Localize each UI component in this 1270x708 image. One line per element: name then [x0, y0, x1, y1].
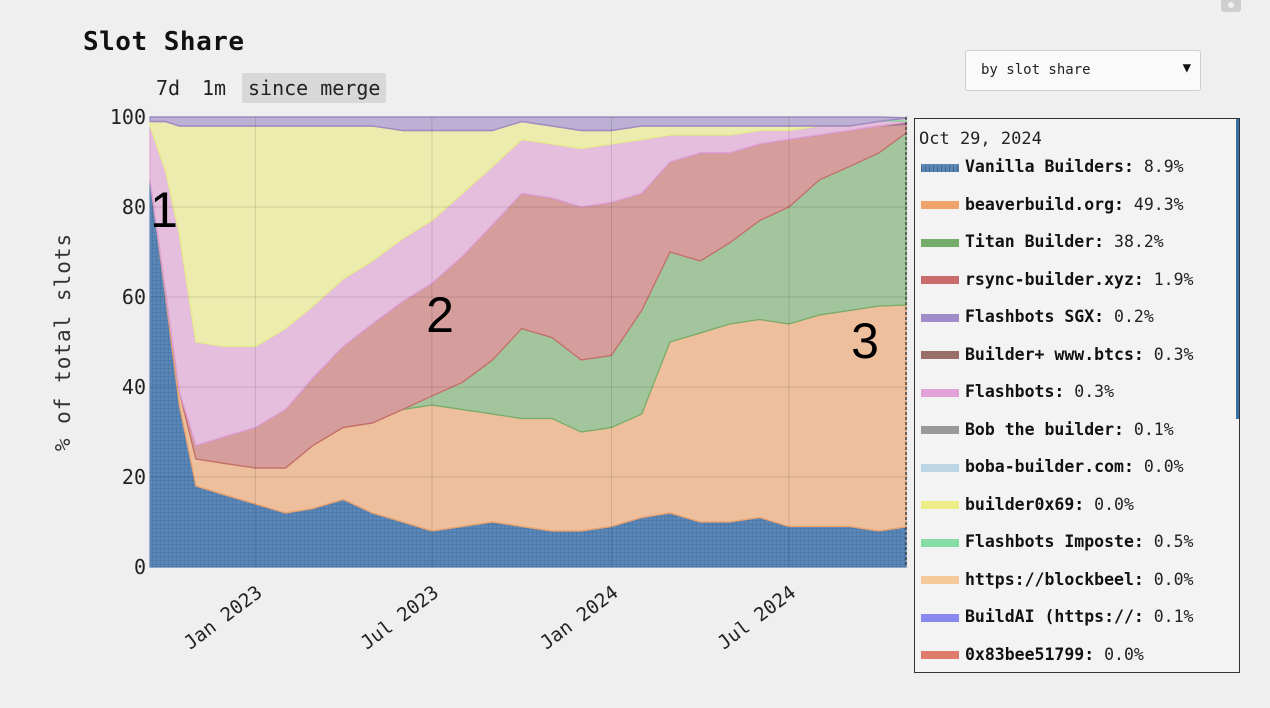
y-tick-label: 60	[122, 285, 146, 309]
legend-item-name: Vanilla Builders:	[965, 157, 1134, 176]
y-tick-label: 40	[122, 375, 146, 399]
legend-item-value: 0.3%	[1064, 382, 1115, 401]
x-tick-label: Jan 2023	[180, 581, 266, 654]
legend-item-name: beaverbuild.org:	[965, 194, 1124, 214]
legend-swatch	[921, 276, 959, 284]
legend-item-value: 49.3%	[1123, 194, 1184, 214]
legend-swatch	[921, 576, 959, 584]
legend-item-value: 0.5%	[1143, 532, 1194, 551]
legend-swatch	[921, 463, 959, 472]
annotation-1: 1	[150, 182, 178, 238]
legend-item[interactable]: builder0x69: 0.0%	[921, 495, 1134, 515]
legend-item[interactable]: Bob the builder: 0.1%	[921, 420, 1174, 440]
legend-item-value: 38.2%	[1104, 232, 1164, 251]
legend-swatch	[921, 163, 959, 172]
x-tick-label: Jul 2023	[357, 581, 443, 654]
legend-item[interactable]: Flashbots: 0.3%	[921, 382, 1114, 402]
area-series-other	[149, 116, 907, 132]
legend-item-name: Titan Builder:	[965, 232, 1105, 251]
legend-item-name: boba-builder.com:	[965, 457, 1134, 476]
legend-item-value: 0.0%	[1143, 569, 1194, 589]
y-axis-label: % of total slots	[51, 233, 75, 451]
legend-swatch	[921, 426, 959, 434]
legend-swatch	[921, 501, 959, 509]
legend-item-value: 0.1%	[1123, 419, 1174, 439]
range-since-merge-button[interactable]: since merge	[242, 73, 387, 103]
legend-item[interactable]: beaverbuild.org: 49.3%	[921, 195, 1184, 215]
legend-item[interactable]: Vanilla Builders: 8.9%	[921, 157, 1184, 177]
legend-item[interactable]: https://blockbeel: 0.0%	[921, 570, 1193, 590]
legend-box: Oct 29, 2024 Vanilla Builders: 8.9% beave…	[914, 118, 1240, 673]
legend-swatch	[921, 651, 959, 659]
legend-item[interactable]: Flashbots SGX: 0.2%	[921, 307, 1154, 327]
x-tick-label: Jan 2024	[536, 581, 622, 654]
legend-item-name: Bob the builder:	[965, 419, 1124, 439]
legend-item[interactable]: Flashbots Imposte: 0.5%	[921, 532, 1193, 552]
y-tick-label: 80	[122, 195, 146, 219]
legend-scrollbar[interactable]	[1236, 119, 1239, 419]
legend-swatch	[921, 313, 959, 322]
legend-item[interactable]: 0x83bee51799: 0.0%	[921, 645, 1144, 665]
y-tick-label: 0	[134, 555, 146, 579]
legend-item-name: https://blockbeel:	[965, 569, 1144, 589]
annotation-3: 3	[851, 313, 879, 369]
sort-select-value: by slot share	[981, 62, 1091, 78]
legend-item-value: 0.0%	[1133, 457, 1184, 476]
camera-icon[interactable]	[1221, 0, 1241, 12]
legend-item-value: 0.3%	[1143, 344, 1194, 364]
legend-date: Oct 29, 2024	[919, 129, 1042, 149]
legend-item-name: Builder+ www.btcs:	[965, 344, 1144, 364]
legend-item-name: Flashbots:	[965, 382, 1065, 401]
legend-swatch	[921, 201, 959, 209]
y-tick-label: 100	[110, 105, 146, 129]
legend-item-name: BuildAI (https://:	[965, 607, 1144, 626]
sort-select[interactable]: by slot share ▼	[965, 50, 1201, 91]
legend-swatch	[921, 238, 959, 247]
legend-item-value: 0.0%	[1084, 494, 1134, 514]
legend-item[interactable]: BuildAI (https://: 0.1%	[921, 607, 1193, 627]
legend-item-value: 8.9%	[1133, 157, 1184, 176]
legend-item[interactable]: Titan Builder: 38.2%	[921, 232, 1164, 252]
legend-item-name: Flashbots Imposte:	[965, 532, 1144, 551]
legend-swatch	[921, 351, 959, 359]
chart-title: Slot Share	[83, 27, 245, 57]
legend-item-name: 0x83bee51799:	[965, 644, 1095, 664]
x-tick-label: Jul 2024	[714, 581, 800, 654]
legend-item-value: 0.2%	[1104, 307, 1154, 326]
chevron-down-icon: ▼	[1182, 60, 1191, 76]
annotation-2: 2	[426, 287, 454, 343]
legend-item[interactable]: rsync-builder.xyz: 1.9%	[921, 270, 1193, 290]
legend-item-value: 0.1%	[1143, 607, 1194, 626]
legend-item[interactable]: Builder+ www.btcs: 0.3%	[921, 345, 1193, 365]
legend-swatch	[921, 538, 959, 547]
legend-item-name: builder0x69:	[965, 494, 1085, 514]
range-7d-button[interactable]: 7d	[156, 76, 181, 100]
legend-swatch	[921, 388, 959, 397]
range-1m-button[interactable]: 1m	[202, 76, 227, 100]
legend-swatch	[921, 613, 959, 622]
legend-item-value: 0.0%	[1094, 644, 1144, 664]
legend-item-name: Flashbots SGX:	[965, 307, 1105, 326]
legend-item-name: rsync-builder.xyz:	[965, 269, 1144, 289]
legend-item[interactable]: boba-builder.com: 0.0%	[921, 457, 1184, 477]
y-tick-label: 20	[122, 465, 146, 489]
legend-item-value: 1.9%	[1143, 269, 1194, 289]
